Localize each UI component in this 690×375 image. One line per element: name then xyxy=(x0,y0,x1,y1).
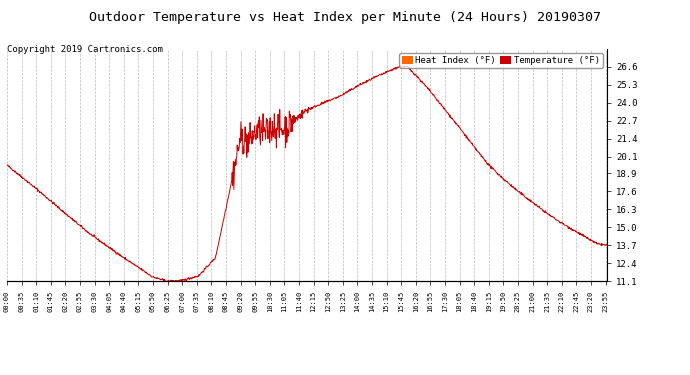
Text: Outdoor Temperature vs Heat Index per Minute (24 Hours) 20190307: Outdoor Temperature vs Heat Index per Mi… xyxy=(89,11,601,24)
Text: Copyright 2019 Cartronics.com: Copyright 2019 Cartronics.com xyxy=(7,45,163,54)
Legend: Heat Index (°F), Temperature (°F): Heat Index (°F), Temperature (°F) xyxy=(399,53,602,68)
